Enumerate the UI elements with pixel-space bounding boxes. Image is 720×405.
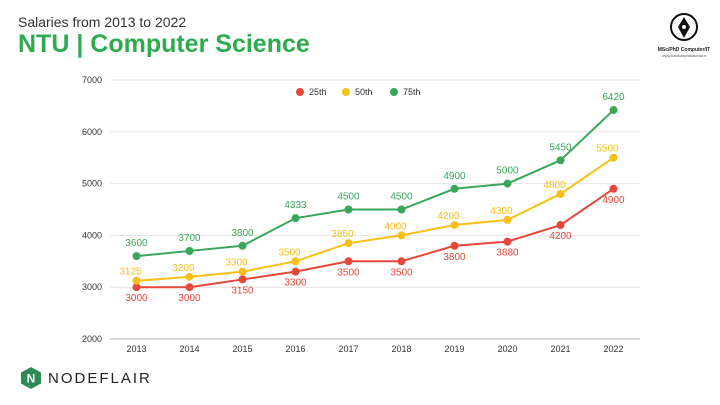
data-label-50th-2018: 4000	[384, 221, 407, 232]
legend-label-25th: 25th	[309, 87, 327, 97]
point-25th-2022	[609, 184, 618, 193]
point-75th-2020	[503, 179, 512, 188]
data-label-75th-2013: 3600	[125, 238, 148, 249]
brand-letter: N	[27, 372, 36, 386]
pen-nib-icon	[670, 13, 698, 41]
x-tick-label-2021: 2021	[550, 344, 570, 354]
point-50th-2015	[238, 267, 247, 276]
point-50th-2019	[450, 221, 459, 230]
x-tick-label-2013: 2013	[126, 344, 146, 354]
legend-marker-75th	[390, 88, 398, 96]
point-50th-2017	[344, 239, 353, 248]
point-25th-2021	[556, 221, 565, 230]
y-tick-label-4000: 4000	[82, 230, 102, 240]
data-label-25th-2018: 3500	[390, 267, 413, 278]
point-75th-2021	[556, 156, 565, 165]
point-50th-2022	[609, 153, 618, 162]
legend-label-75th: 75th	[403, 87, 421, 97]
nodeflair-hexagon-icon: N	[21, 367, 41, 389]
data-label-25th-2021: 4200	[549, 231, 572, 242]
point-50th-2018	[397, 231, 406, 240]
chart-title: NTU | Computer Science	[18, 30, 310, 58]
legend-label-50th: 50th	[355, 87, 373, 97]
y-tick-label-2000: 2000	[82, 334, 102, 344]
point-75th-2016	[291, 214, 300, 223]
university-logo: MSc/PhD Computer/IT www.kankunparkasmar.…	[655, 12, 713, 58]
legend-marker-50th	[342, 88, 350, 96]
logo-caption: MSc/PhD Computer/IT	[657, 47, 711, 53]
y-tick-label-7000: 7000	[82, 75, 102, 85]
x-tick-label-2017: 2017	[338, 344, 358, 354]
legend-marker-25th	[296, 88, 304, 96]
y-tick-label-5000: 5000	[82, 179, 102, 189]
data-label-75th-2020: 5000	[496, 166, 519, 177]
y-tick-label-3000: 3000	[82, 282, 102, 292]
data-label-75th-2015: 3800	[231, 228, 254, 239]
x-tick-label-2015: 2015	[232, 344, 252, 354]
data-label-25th-2013: 3000	[125, 293, 148, 304]
point-25th-2019	[450, 241, 459, 250]
point-25th-2014	[185, 283, 194, 292]
point-75th-2022	[609, 106, 618, 115]
y-tick-label-6000: 6000	[82, 127, 102, 137]
data-label-50th-2013: 3125	[119, 267, 142, 278]
point-75th-2017	[344, 205, 353, 214]
point-75th-2018	[397, 205, 406, 214]
point-50th-2014	[185, 272, 194, 281]
point-75th-2013	[132, 252, 141, 261]
point-25th-2018	[397, 257, 406, 266]
data-label-75th-2021: 5450	[549, 142, 572, 153]
point-50th-2013	[132, 276, 141, 285]
data-label-25th-2022: 4900	[602, 195, 625, 206]
data-label-50th-2019: 4200	[437, 211, 460, 222]
nodeflair-logo: N NODEFLAIR	[20, 366, 152, 390]
data-label-25th-2016: 3300	[284, 278, 307, 289]
point-25th-2020	[503, 237, 512, 246]
point-75th-2019	[450, 184, 459, 193]
point-25th-2013	[132, 283, 141, 292]
data-label-25th-2015: 3150	[231, 285, 254, 296]
chart-subtitle: Salaries from 2013 to 2022	[18, 14, 187, 30]
x-tick-label-2014: 2014	[179, 344, 199, 354]
point-50th-2016	[291, 257, 300, 266]
data-label-50th-2021: 4800	[543, 180, 566, 191]
data-label-50th-2015: 3300	[225, 258, 248, 269]
data-label-75th-2019: 4900	[443, 171, 466, 182]
data-label-75th-2022: 6420	[602, 92, 625, 103]
point-75th-2015	[238, 241, 247, 250]
data-label-25th-2017: 3500	[337, 267, 360, 278]
point-25th-2016	[291, 267, 300, 276]
data-label-25th-2020: 3880	[496, 248, 519, 259]
series-line-75th	[136, 109, 615, 258]
point-50th-2021	[556, 189, 565, 198]
brand-name: NODEFLAIR	[48, 369, 152, 387]
data-label-50th-2022: 5500	[596, 144, 619, 155]
x-tick-label-2022: 2022	[603, 344, 623, 354]
data-label-75th-2016: 4333	[284, 200, 307, 211]
data-label-25th-2019: 3800	[443, 252, 466, 263]
point-50th-2020	[503, 215, 512, 224]
series-line-50th	[136, 156, 615, 282]
data-label-50th-2016: 3500	[278, 247, 301, 258]
data-label-75th-2018: 4500	[390, 192, 413, 203]
point-75th-2014	[185, 246, 194, 255]
data-label-25th-2014: 3000	[178, 293, 201, 304]
data-label-50th-2020: 4300	[490, 206, 513, 217]
logo-url: www.kankunparkasmar.ir	[661, 53, 707, 58]
x-tick-label-2016: 2016	[285, 344, 305, 354]
data-label-75th-2017: 4500	[337, 192, 360, 203]
data-label-50th-2014: 3200	[172, 263, 195, 274]
x-tick-label-2020: 2020	[497, 344, 517, 354]
data-label-75th-2014: 3700	[178, 233, 201, 244]
series-line-25th	[136, 187, 615, 289]
point-25th-2017	[344, 257, 353, 266]
data-label-50th-2017: 3850	[331, 229, 354, 240]
x-tick-label-2018: 2018	[391, 344, 411, 354]
point-25th-2015	[238, 275, 247, 284]
x-tick-label-2019: 2019	[444, 344, 464, 354]
